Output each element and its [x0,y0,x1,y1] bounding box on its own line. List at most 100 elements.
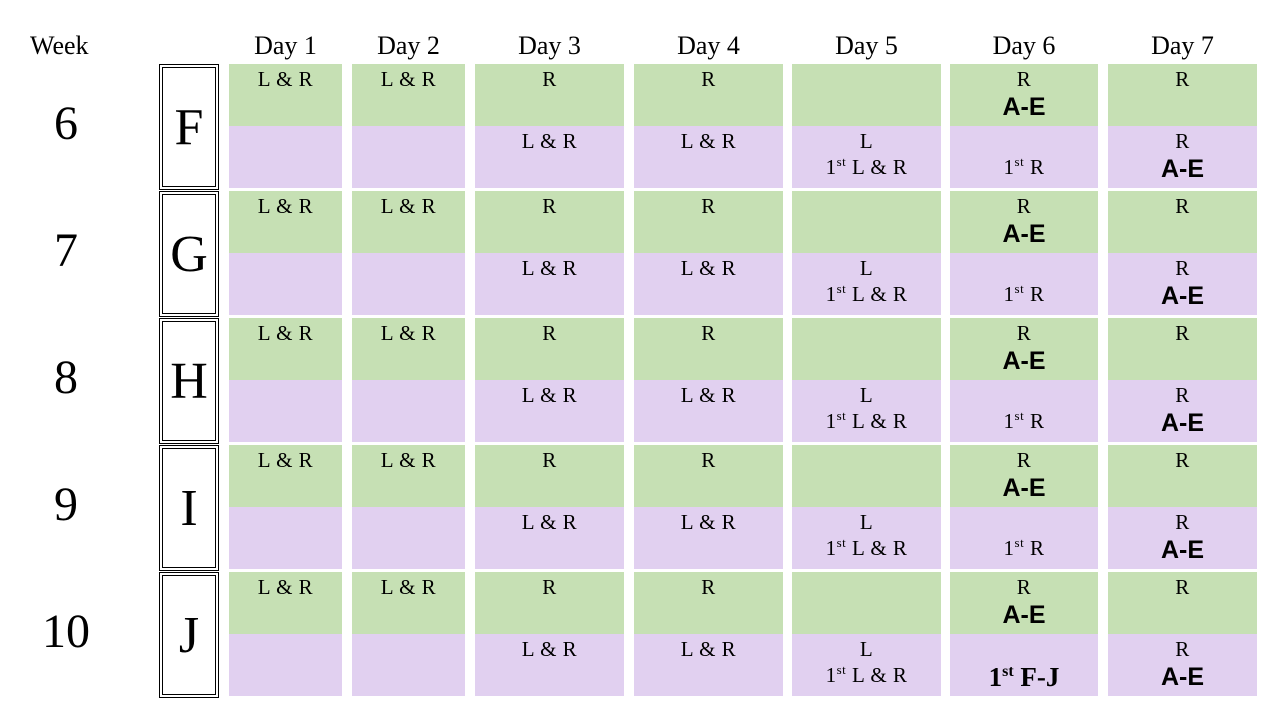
day-header-1: Day 1 [254,31,317,60]
cell-day6-top: R A-E [950,318,1098,380]
cell-text: 1st L & R [825,535,908,560]
cell-text: R [1016,321,1032,345]
cell-text: A-E [1002,474,1046,502]
week-number: 9 [54,478,78,531]
cell-text: R [701,321,716,345]
cell-text: L & R [257,321,314,345]
cell-text: R [542,194,557,218]
day-header-4: Day 4 [677,31,740,60]
cell-text: A-E [1160,663,1205,691]
cell-day4-top: R [634,572,783,634]
cell-text: L & R [380,67,437,91]
cell-day5-bottom: L 1st L & R [792,253,941,315]
cell-text: L [859,256,874,280]
cell-day2-bottom [352,634,465,696]
cell-text: L & R [680,129,737,153]
cell-day3-bottom: L & R [475,126,624,188]
day-header-7: Day 7 [1151,31,1214,60]
cell-text: L [859,383,874,407]
cell-day3-top: R [475,445,624,507]
cell-text: A-E [1160,282,1205,310]
cell-text: 1st R [1003,535,1045,560]
cell-text: 1st F-J [988,662,1060,692]
cell-text: R [542,67,557,91]
cell-day2-bottom [352,126,465,188]
cell-text: R [1175,321,1190,345]
cell-text: L & R [521,383,578,407]
cell-day3-top: R [475,191,624,253]
cell-text: R [1175,256,1190,280]
cell-text: L & R [380,194,437,218]
cell-day6-top: R A-E [950,572,1098,634]
cell-day6-bottom: 1st F-J [950,634,1098,696]
cell-text: L & R [257,194,314,218]
cell-day7-top: R [1108,572,1257,634]
cell-day2-bottom [352,253,465,315]
cell-day7-top: R [1108,191,1257,253]
cell-text: 1st R [1003,408,1045,433]
cell-day5-top [792,445,941,507]
cell-day3-top: R [475,318,624,380]
cell-text: R [1175,637,1190,661]
cell-text: R [542,321,557,345]
week-number: 8 [54,351,78,404]
cell-day1-bottom [229,380,342,442]
day-header-2: Day 2 [377,31,440,60]
cell-text: L & R [257,575,314,599]
cell-day1-bottom [229,126,342,188]
cell-text: L [859,637,874,661]
cell-text: R [701,194,716,218]
cell-day7-bottom: R A-E [1108,380,1257,442]
cell-text: 1st L & R [825,408,908,433]
week-letter-box: H [159,318,219,444]
cell-text: A-E [1160,155,1205,183]
cell-day4-top: R [634,191,783,253]
cell-day7-bottom: R A-E [1108,507,1257,569]
cell-text: R [1175,129,1190,153]
cell-text: L & R [521,510,578,534]
cell-text: L & R [680,510,737,534]
cell-day4-top: R [634,445,783,507]
cell-day3-bottom: L & R [475,507,624,569]
cell-text: R [1016,194,1032,218]
cell-text: L & R [521,637,578,661]
cell-text: 1st L & R [825,281,908,306]
cell-day3-bottom: L & R [475,634,624,696]
cell-day1-bottom [229,253,342,315]
cell-day3-top: R [475,572,624,634]
cell-day6-top: R A-E [950,445,1098,507]
week-header: Week [30,31,89,60]
cell-text: L & R [257,448,314,472]
cell-day4-top: R [634,318,783,380]
cell-day2-top: L & R [352,572,465,634]
cell-text: A-E [1002,93,1046,121]
week-letter-box: F [159,64,219,190]
day-header-5: Day 5 [835,31,898,60]
week-number: 10 [42,605,90,658]
cell-day6-bottom: 1st R [950,253,1098,315]
cell-text: R [701,575,716,599]
cell-text: R [1016,448,1032,472]
cell-text: A-E [1160,536,1205,564]
cell-text: L & R [521,256,578,280]
cell-day2-top: L & R [352,445,465,507]
cell-text: L & R [680,637,737,661]
cell-text: L & R [380,448,437,472]
cell-day6-bottom: 1st R [950,507,1098,569]
cell-day3-top: R [475,64,624,126]
cell-day4-bottom: L & R [634,507,783,569]
cell-day5-top [792,191,941,253]
cell-text: R [1016,575,1032,599]
cell-day4-bottom: L & R [634,126,783,188]
week-letter-box: J [159,572,219,698]
cell-text: R [701,448,716,472]
cell-text: L [859,129,874,153]
cell-text: L & R [257,67,314,91]
cell-text: R [1175,194,1190,218]
week-letter-box: G [159,191,219,317]
cell-day7-top: R [1108,318,1257,380]
cell-text: R [1175,383,1190,407]
cell-day6-bottom: 1st R [950,380,1098,442]
cell-day2-top: L & R [352,64,465,126]
cell-day7-bottom: R A-E [1108,253,1257,315]
